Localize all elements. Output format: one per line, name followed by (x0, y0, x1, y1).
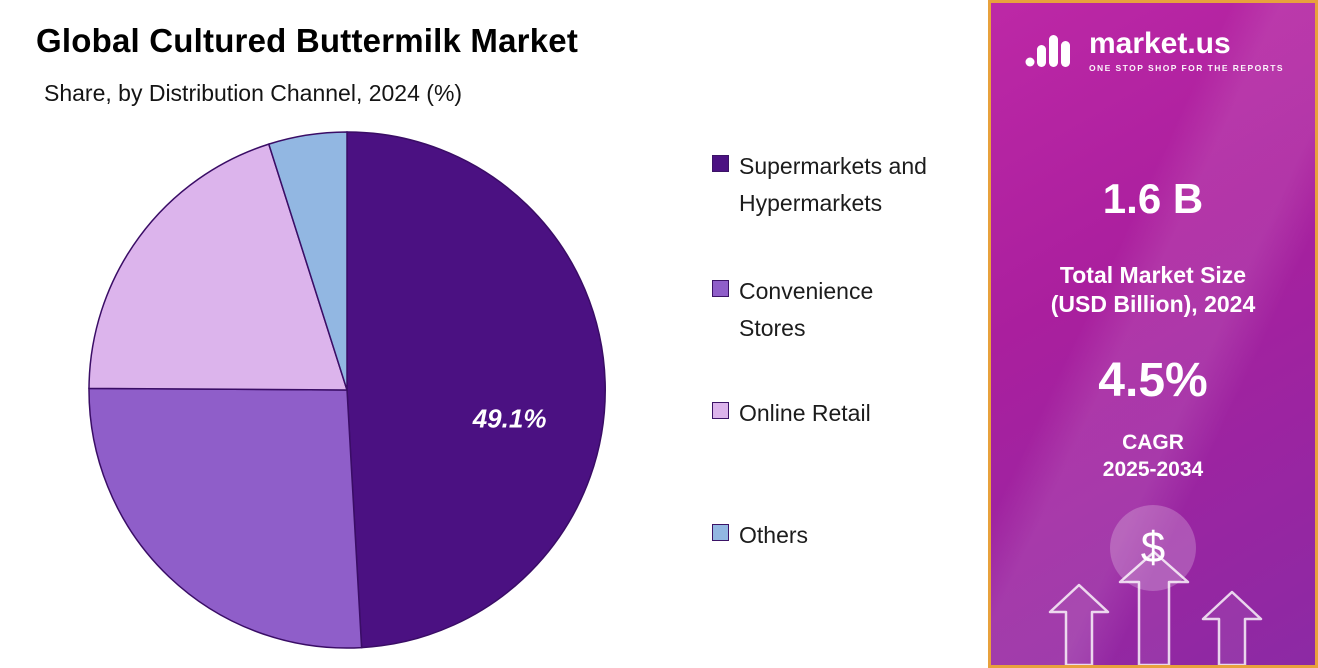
market-size-label-line1: Total Market Size (1059, 262, 1247, 288)
market-size-label: Total Market Size (USD Billion), 2024 (991, 261, 1315, 319)
pie-slice (88, 387, 363, 649)
legend-swatch (712, 402, 729, 419)
legend-item-supermarkets: Supermarkets and Hypermarkets (712, 148, 929, 223)
cagr-label: CAGR 2025-2034 (991, 429, 1315, 484)
pie-slice (88, 143, 349, 391)
pie-slice (346, 131, 606, 649)
market-size-value: 1.6 B (1102, 175, 1204, 222)
legend-swatch (712, 155, 729, 172)
legend-label: Supermarkets and Hypermarkets (739, 153, 927, 217)
legend-label: Convenience Stores (739, 278, 874, 342)
brand-logo: market.us ONE STOP SHOP FOR THE REPORTS (991, 29, 1315, 73)
pie-slice (267, 131, 348, 391)
legend-label: Online Retail (739, 400, 871, 426)
dollar-icon: $ (1140, 523, 1166, 572)
page-subtitle: Share, by Distribution Channel, 2024 (%) (44, 80, 463, 106)
page-title: Global Cultured Buttermilk Market (36, 22, 579, 59)
legend-item-others: Others (712, 517, 929, 554)
pie-data-label: 49.1% (472, 404, 547, 434)
chart-legend: Supermarkets and Hypermarkets Convenienc… (712, 148, 940, 588)
legend-swatch (712, 280, 729, 297)
legend-item-online-retail: Online Retail (712, 395, 929, 432)
brand-text-block: market.us ONE STOP SHOP FOR THE REPORTS (1088, 27, 1285, 74)
cagr-value: 4.5% (1098, 354, 1208, 407)
brand-name: market.us (1088, 27, 1231, 60)
pie-chart: 49.1% (88, 131, 606, 649)
market-size-label-line2: (USD Billion), 2024 (1050, 290, 1256, 317)
growth-arrows-icon (1048, 550, 1263, 665)
brand-tagline: ONE STOP SHOP FOR THE REPORTS (1088, 63, 1285, 73)
cagr-label-line2: 2025-2034 (1102, 458, 1204, 482)
legend-swatch (712, 524, 729, 541)
sidebar-market-stats: market.us ONE STOP SHOP FOR THE REPORTS … (988, 0, 1318, 668)
cagr-label-line1: CAGR (1122, 431, 1184, 454)
market-us-logo-icon (1025, 35, 1070, 67)
legend-label: Others (739, 522, 809, 548)
legend-item-convenience-stores: Convenience Stores (712, 273, 929, 348)
